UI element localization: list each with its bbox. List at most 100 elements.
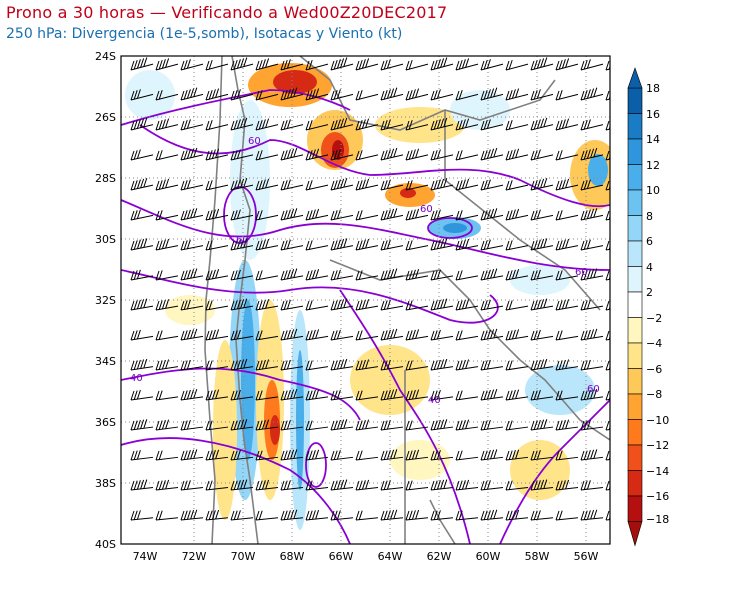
lon-label: 68W <box>280 550 305 563</box>
wind-barb <box>455 238 479 251</box>
wind-barb <box>505 148 529 161</box>
wind-barb <box>130 238 154 251</box>
wind-barb <box>505 208 529 221</box>
wind-barb <box>555 479 579 491</box>
wind-barb <box>380 419 404 431</box>
wind-barb <box>405 180 429 191</box>
wind-barb <box>255 419 279 431</box>
wind-barb <box>305 360 329 371</box>
wind-barb <box>330 117 354 131</box>
wind-barb <box>380 509 404 521</box>
wind-barb <box>480 449 504 461</box>
wind-barb <box>530 149 554 161</box>
colorbar-label: −6 <box>646 363 662 376</box>
wind-barb <box>205 180 229 191</box>
wind-barb <box>405 269 429 281</box>
wind-barb <box>480 509 504 521</box>
wind-barb <box>380 449 404 461</box>
wind-barb <box>330 329 354 341</box>
wind-barb <box>405 88 429 101</box>
wind-barb <box>305 329 329 341</box>
wind-barb <box>380 119 404 131</box>
wind-barb <box>230 209 254 221</box>
wind-barb <box>530 358 554 371</box>
wind-barb <box>330 419 354 431</box>
wind-barb <box>380 480 404 491</box>
wind-barb <box>505 240 529 251</box>
wind-barb <box>155 390 179 401</box>
wind-barb <box>405 360 429 371</box>
wind-barb <box>430 329 454 341</box>
wind-barb <box>180 359 204 371</box>
wind-barb <box>330 269 354 281</box>
wind-barb <box>530 117 554 131</box>
colorbar-min-arrow <box>627 521 643 547</box>
wind-barb <box>430 389 454 401</box>
wind-barb <box>380 239 404 251</box>
wind-barb <box>430 177 454 191</box>
wind-barb <box>430 510 454 521</box>
wind-barb <box>130 450 154 461</box>
wind-barb <box>305 389 329 401</box>
colorbar <box>627 67 643 547</box>
wind-barb <box>205 420 229 431</box>
wind-barb <box>405 120 429 131</box>
wind-barb <box>280 480 304 491</box>
wind-barb <box>180 299 204 311</box>
wind-barb <box>130 89 154 101</box>
colorbar-swatch <box>627 87 643 114</box>
wind-barb <box>580 87 604 101</box>
wind-barb <box>305 208 329 221</box>
wind-barb <box>155 150 179 161</box>
wind-barb <box>530 89 554 101</box>
wind-barb <box>330 389 354 401</box>
wind-barb <box>230 149 254 161</box>
wind-barb <box>330 89 354 101</box>
wind-barb <box>455 479 479 491</box>
wind-barb <box>430 479 454 491</box>
wind-barb <box>155 510 179 521</box>
colorbar-label: −10 <box>646 414 669 427</box>
colorbar-swatch <box>627 317 643 344</box>
wind-barb <box>580 179 604 191</box>
wind-barb <box>305 480 329 491</box>
isotach-label: 60 <box>248 136 261 147</box>
wind-barb <box>230 57 254 71</box>
wind-barb <box>530 298 554 311</box>
wind-barb <box>355 118 379 131</box>
wind-barb <box>355 58 379 71</box>
colorbar-swatch <box>627 393 643 420</box>
wind-barb <box>580 328 604 341</box>
wind-barb <box>455 270 479 281</box>
wind-barb <box>530 450 554 461</box>
lon-label: 64W <box>378 550 403 563</box>
wind-barb <box>230 419 254 431</box>
wind-barb <box>480 419 504 431</box>
wind-barb <box>330 510 354 521</box>
colorbar-label: 8 <box>646 210 653 223</box>
wind-barb <box>580 509 604 521</box>
wind-barb <box>580 449 604 461</box>
wind-barb <box>130 510 154 521</box>
wind-barb <box>155 58 179 71</box>
wind-barb <box>455 510 479 521</box>
wind-barb <box>130 298 154 311</box>
wind-barb <box>330 479 354 491</box>
wind-barb <box>180 87 204 101</box>
wind-barb <box>255 210 279 221</box>
isotach-label: 60 <box>587 384 600 395</box>
colorbar-label: −12 <box>646 439 669 452</box>
wind-barb <box>180 268 204 281</box>
wind-barb <box>305 88 329 101</box>
wind-barb <box>505 180 529 191</box>
wind-barb <box>255 270 279 281</box>
wind-barb <box>455 419 479 431</box>
wind-barb <box>355 270 379 281</box>
wind-barb <box>480 179 504 191</box>
longitude-axis: 74W 72W 70W 68W 66W 64W 62W 60W 58W 56W <box>133 550 599 563</box>
wind-barb <box>280 359 304 371</box>
wind-barb <box>555 210 579 221</box>
lon-label: 66W <box>329 550 354 563</box>
wind-barb <box>205 148 229 161</box>
wind-barb <box>280 119 304 131</box>
